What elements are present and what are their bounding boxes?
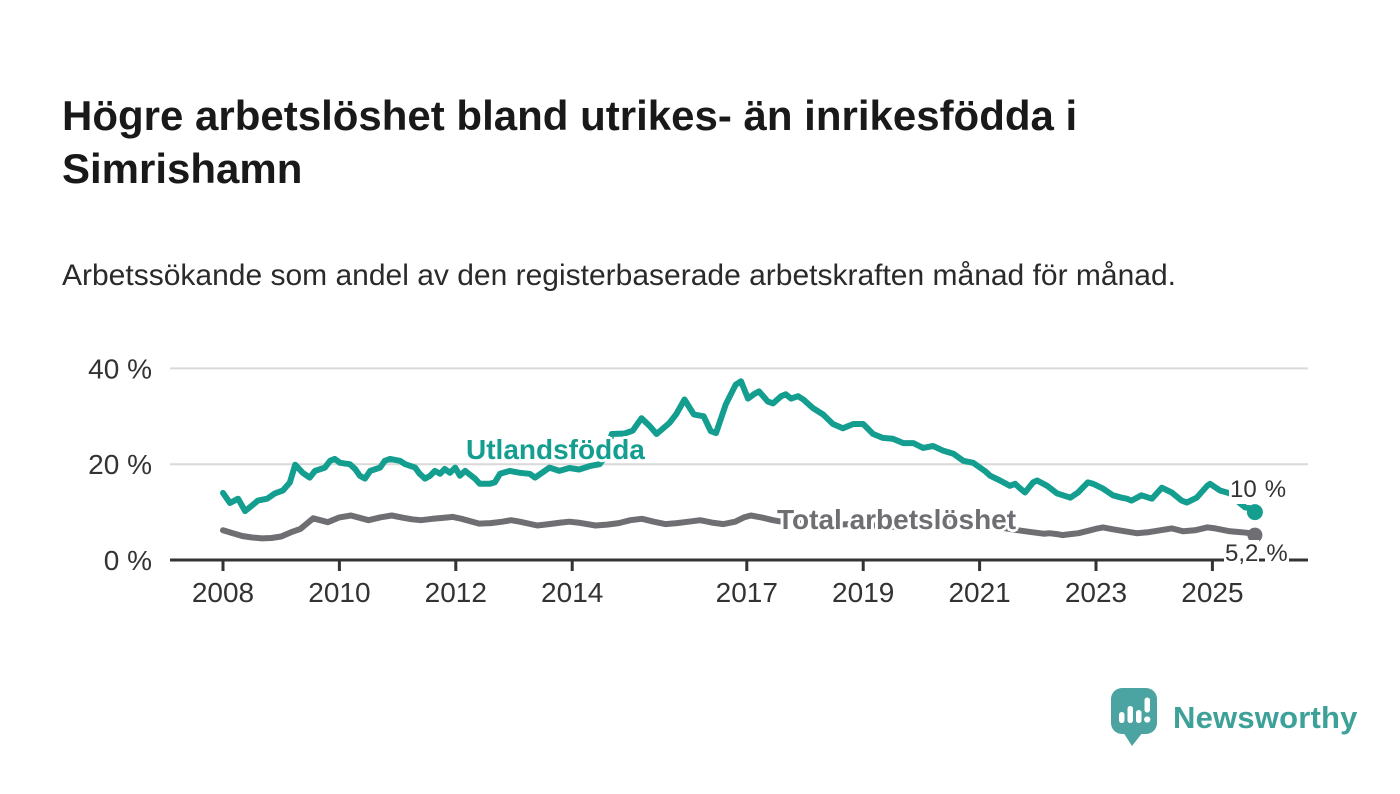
series-line-utlandsfodda [220,378,1258,516]
end-value-utlandsfodda: 10 [1229,476,1258,504]
x-axis-tick-label: 2021 [948,577,1010,608]
end-unit-utlandsfodda: % [1263,476,1288,504]
y-axis-tick-label: 20 % [88,449,152,480]
speech-bubble-bar-chart-icon [1111,688,1157,746]
x-axis-tick-label: 2019 [832,577,894,608]
end-value-label-total: 5,2 % [1224,540,1289,568]
x-axis-tick-label: 2017 [716,577,778,608]
series-label-total-arbetsloshet: Total arbetslöshet [777,504,1017,535]
x-axis-tick-label: 2023 [1065,577,1127,608]
end-unit-total: % [1265,540,1289,568]
x-axis-tick-label: 2014 [541,577,603,608]
x-axis-tick-label: 2012 [425,577,487,608]
series-label-utlandsfodda: Utlandsfödda [466,434,645,465]
end-value-label-utlandsfodda: 10 % [1229,476,1288,504]
y-axis-tick-label: 0 % [104,545,152,576]
end-value-total: 5,2 [1224,540,1260,568]
unemployment-line-chart: 0 % 20 % 40 % 2008 2010 2012 2014 2017 2019 2021 2… [88,353,1308,608]
series-line-total [220,512,1258,542]
series-end-dot-total [1247,527,1263,543]
x-axis-tick-label: 2010 [308,577,370,608]
newsworthy-logo: Newsworthy [1110,687,1358,749]
brand-name: Newsworthy [1173,700,1358,735]
page-title: Högre arbetslöshet bland utrikes- än inr… [62,92,1078,192]
page-subtitle: Arbetssökande som andel av den registerb… [62,259,1176,292]
series-end-dot-utlandsfodda [1246,504,1263,521]
x-axis-tick-label: 2025 [1181,577,1243,608]
x-axis-tick-label: 2008 [192,577,254,608]
y-axis-tick-label: 40 % [88,353,152,384]
